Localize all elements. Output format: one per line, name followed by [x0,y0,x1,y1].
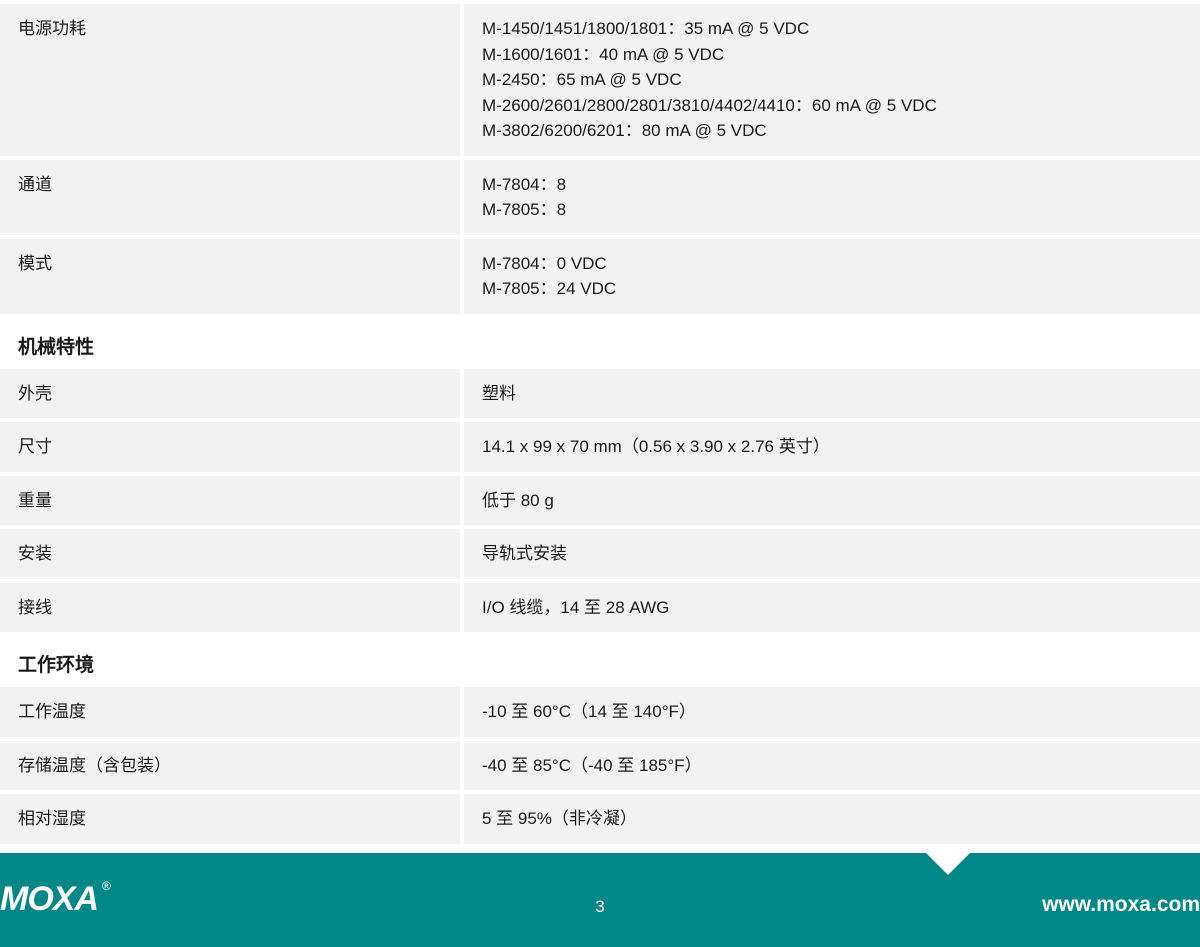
spec-row: 模式M-7804：0 VDC M-7805：24 VDC [0,239,1200,314]
spec-label: 安装 [0,529,460,579]
spec-value: 低于 80 g [464,476,1200,526]
spec-label: 工作温度 [0,687,460,737]
spec-row: 安装导轨式安装 [0,529,1200,579]
spec-label: 外壳 [0,369,460,419]
spec-value: M-7804：0 VDC M-7805：24 VDC [464,239,1200,314]
spec-row: 重量低于 80 g [0,476,1200,526]
spec-row: 通道M-7804：8 M-7805：8 [0,160,1200,235]
spec-row: 存储温度（含包装）-40 至 85°C（-40 至 185°F） [0,741,1200,791]
spec-row: 工作温度-10 至 60°C（14 至 140°F） [0,687,1200,737]
spec-value: 14.1 x 99 x 70 mm（0.56 x 3.90 x 2.76 英寸） [464,422,1200,472]
spec-label: 模式 [0,239,460,314]
section-heading: 工作环境 [0,636,1200,687]
footer-notch [926,853,970,875]
spec-value: I/O 线缆，14 至 28 AWG [464,583,1200,633]
spec-label: 重量 [0,476,460,526]
footer-url: www.moxa.com [1042,893,1200,917]
brand-logo: MOXA ® [0,880,108,919]
spec-value: -10 至 60°C（14 至 140°F） [464,687,1200,737]
spec-label: 电源功耗 [0,4,460,156]
spec-label: 接线 [0,583,460,633]
spec-value: M-1450/1451/1800/1801：35 mA @ 5 VDC M-16… [464,4,1200,156]
spec-row: 外壳塑料 [0,369,1200,419]
spec-value: -40 至 85°C（-40 至 185°F） [464,741,1200,791]
spec-label: 相对湿度 [0,794,460,844]
registered-icon: ® [102,879,112,893]
spec-label: 尺寸 [0,422,460,472]
logo-text: MOXA [0,880,98,919]
spec-table: 电源功耗M-1450/1451/1800/1801：35 mA @ 5 VDC … [0,0,1200,844]
spec-row: 尺寸14.1 x 99 x 70 mm（0.56 x 3.90 x 2.76 英… [0,422,1200,472]
spec-label: 通道 [0,160,460,235]
spec-value: M-7804：8 M-7805：8 [464,160,1200,235]
spec-value: 导轨式安装 [464,529,1200,579]
page-number: 3 [595,897,604,917]
spec-row: 相对湿度5 至 95%（非冷凝） [0,794,1200,844]
spec-value: 塑料 [464,369,1200,419]
spec-row: 电源功耗M-1450/1451/1800/1801：35 mA @ 5 VDC … [0,4,1200,156]
section-heading: 机械特性 [0,318,1200,369]
spec-label: 存储温度（含包装） [0,741,460,791]
spec-value: 5 至 95%（非冷凝） [464,794,1200,844]
page-footer: MOXA ® 3 www.moxa.com [0,853,1200,947]
spec-row: 接线I/O 线缆，14 至 28 AWG [0,583,1200,633]
